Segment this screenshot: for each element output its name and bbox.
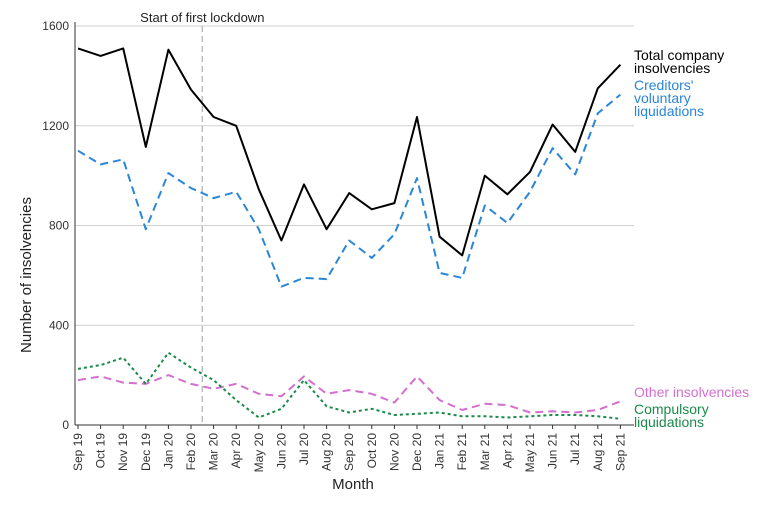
x-tick-label: Nov 20: [387, 433, 401, 471]
x-tick-label: Feb 21: [455, 433, 469, 471]
y-tick-label: 800: [49, 219, 69, 233]
x-axis-title: Month: [332, 476, 374, 493]
x-tick-label: Sep 21: [613, 433, 627, 471]
series-label: Compulsory liquidations: [634, 401, 709, 430]
x-axis: Sep 19 Oct 19 Nov 19 Dec 19 Jan 20 Feb 20 Mar …: [71, 425, 627, 472]
series-layer: [77, 47, 622, 420]
x-tick-label: Aug 21: [591, 433, 605, 471]
y-tick-label: 0: [62, 418, 69, 432]
x-tick-label: Apr 21: [500, 433, 514, 469]
series-label: Other insolvencies: [634, 384, 749, 400]
y-axis-title: Number of insolvencies: [18, 197, 35, 353]
x-tick-label: Jan 20: [161, 433, 175, 469]
x-tick-label: Oct 19: [94, 433, 108, 469]
y-tick-label: 400: [49, 318, 69, 332]
x-tick-label: May 21: [523, 433, 537, 473]
series-line: [77, 351, 621, 420]
x-tick-label: Dec 20: [410, 433, 424, 471]
x-tick-label: May 20: [252, 433, 266, 473]
series-label-line: Other insolvencies: [634, 384, 749, 400]
x-tick-label: Mar 20: [207, 433, 221, 471]
series-line: [77, 93, 622, 288]
x-tick-label: Feb 20: [184, 433, 198, 471]
y-tick-label: 1200: [42, 119, 69, 133]
series-label-line: liquidations: [634, 103, 704, 119]
y-tick-label: 1600: [42, 19, 69, 33]
series-label-line: Total company: [634, 47, 724, 63]
annotation-layer: Start of first lockdown: [140, 10, 264, 425]
x-tick-label: Nov 19: [116, 433, 130, 471]
lockdown-annotation: Start of first lockdown: [140, 10, 264, 25]
x-tick-label: Apr 20: [229, 433, 243, 469]
x-tick-label: Aug 20: [320, 433, 334, 471]
x-tick-label: Jan 21: [433, 433, 447, 469]
x-tick-label: Jul 20: [297, 433, 311, 465]
series-label-line: voluntary: [634, 90, 691, 106]
x-tick-label: Sep 19: [71, 433, 85, 471]
series-label-line: insolvencies: [634, 60, 710, 76]
x-tick-label: Jun 20: [274, 433, 288, 469]
x-tick-label: Sep 20: [342, 433, 356, 471]
x-tick-label: Dec 19: [139, 433, 153, 471]
series-label-line: liquidations: [634, 414, 704, 430]
x-tick-label: Jun 21: [546, 433, 560, 469]
series-label: Creditors' voluntary liquidations: [634, 77, 704, 119]
x-tick-label: Oct 20: [365, 433, 379, 469]
series-line: [77, 374, 621, 414]
series-line: [77, 47, 622, 257]
x-tick-label: Mar 21: [478, 433, 492, 471]
series-label: Total company insolvencies: [634, 47, 724, 76]
series-label-line: Compulsory: [634, 401, 709, 417]
x-tick-label: Jul 21: [568, 433, 582, 465]
series-label-line: Creditors': [634, 77, 693, 93]
